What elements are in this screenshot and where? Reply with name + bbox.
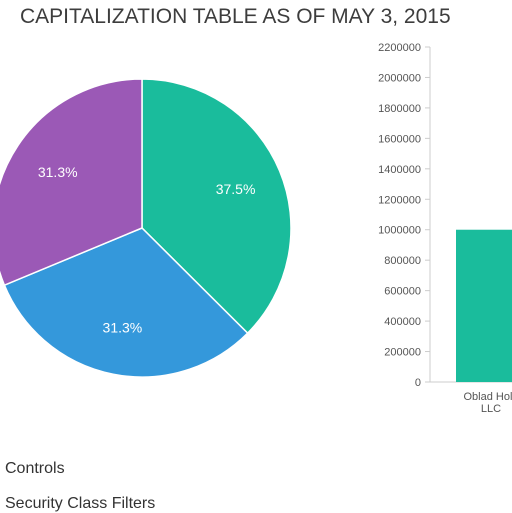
y-tick-label-1: 200000	[384, 347, 421, 359]
page-title: CAPITALIZATION TABLE AS OF MAY 3, 2015	[20, 5, 451, 28]
controls-heading[interactable]: Controls	[5, 460, 65, 477]
x-category-label-0-1: LLC	[481, 403, 501, 415]
pie-slice-label-2: 31.3%	[38, 164, 78, 180]
y-tick-label-7: 1400000	[378, 164, 421, 176]
y-tick-label-11: 2200000	[378, 42, 421, 54]
y-tick-label-2: 400000	[384, 316, 421, 328]
x-category-label-0-0: Oblad Hold	[463, 391, 512, 403]
y-tick-label-4: 800000	[384, 255, 421, 267]
y-tick-label-5: 1000000	[378, 225, 421, 237]
y-tick-label-9: 1800000	[378, 103, 421, 115]
y-tick-label-3: 600000	[384, 286, 421, 298]
security-class-filters-heading[interactable]: Security Class Filters	[5, 495, 156, 512]
y-tick-label-10: 2000000	[378, 72, 421, 84]
pie-slice-0[interactable]	[141, 78, 292, 335]
pie-slice-label-0: 37.5%	[216, 181, 256, 197]
y-tick-label-6: 1200000	[378, 194, 421, 206]
pie-slice-label-1: 31.3%	[103, 319, 143, 335]
bar-chart: 0 200000 400000 600000 800000 1000000 1200000 1…	[378, 42, 512, 415]
bar-0[interactable]	[456, 229, 512, 382]
pie-slice-1[interactable]	[3, 227, 249, 378]
pie-chart: 37.5% 31.3% 31.3%	[0, 78, 292, 378]
pie-slice-2[interactable]	[0, 78, 143, 287]
y-tick-label-8: 1600000	[378, 133, 421, 145]
y-tick-label-0: 0	[415, 377, 421, 389]
